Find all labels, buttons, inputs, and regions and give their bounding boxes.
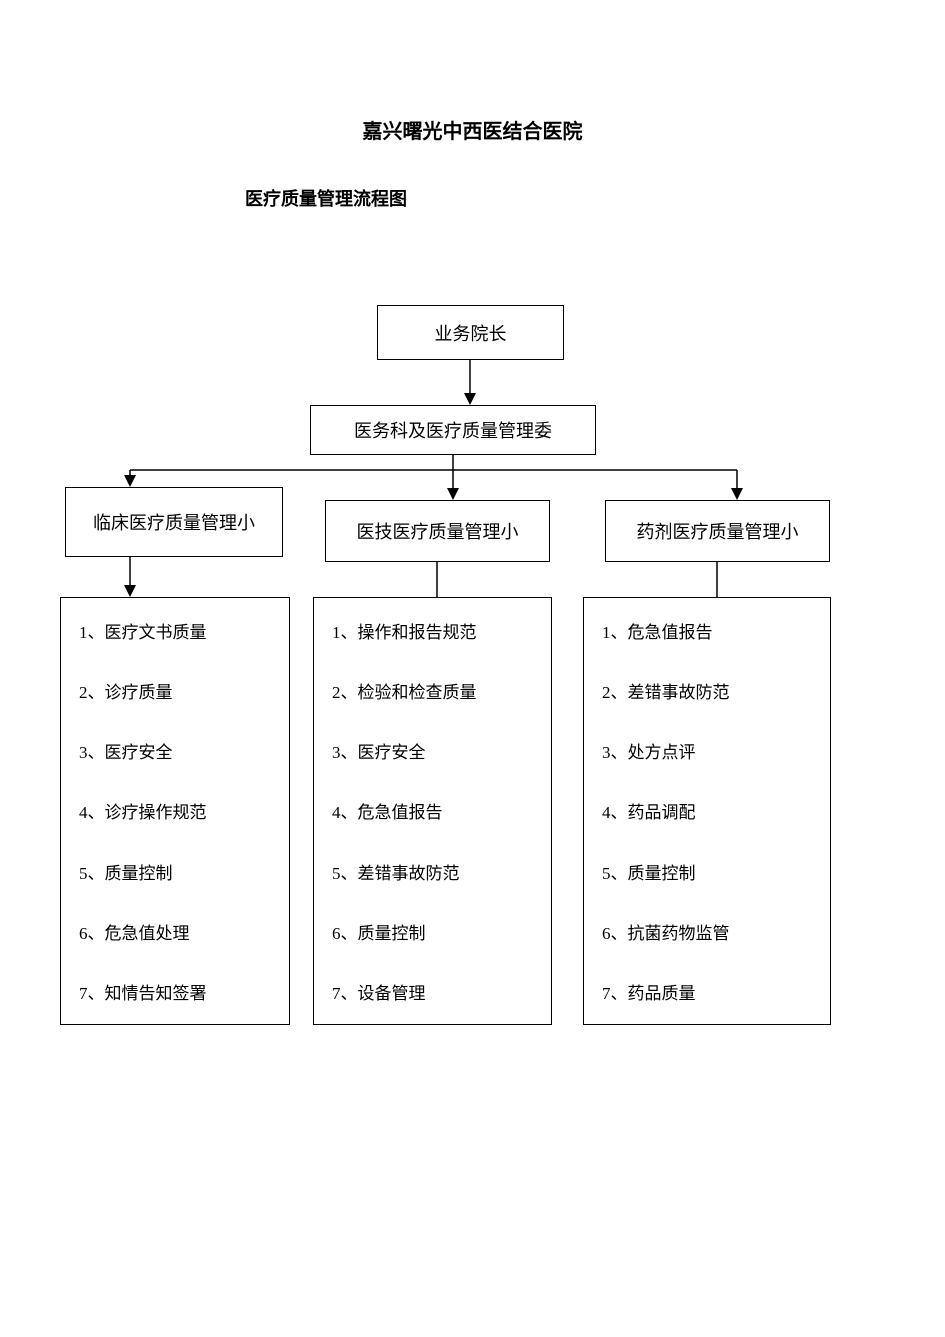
flowchart-connectors bbox=[0, 0, 945, 1337]
